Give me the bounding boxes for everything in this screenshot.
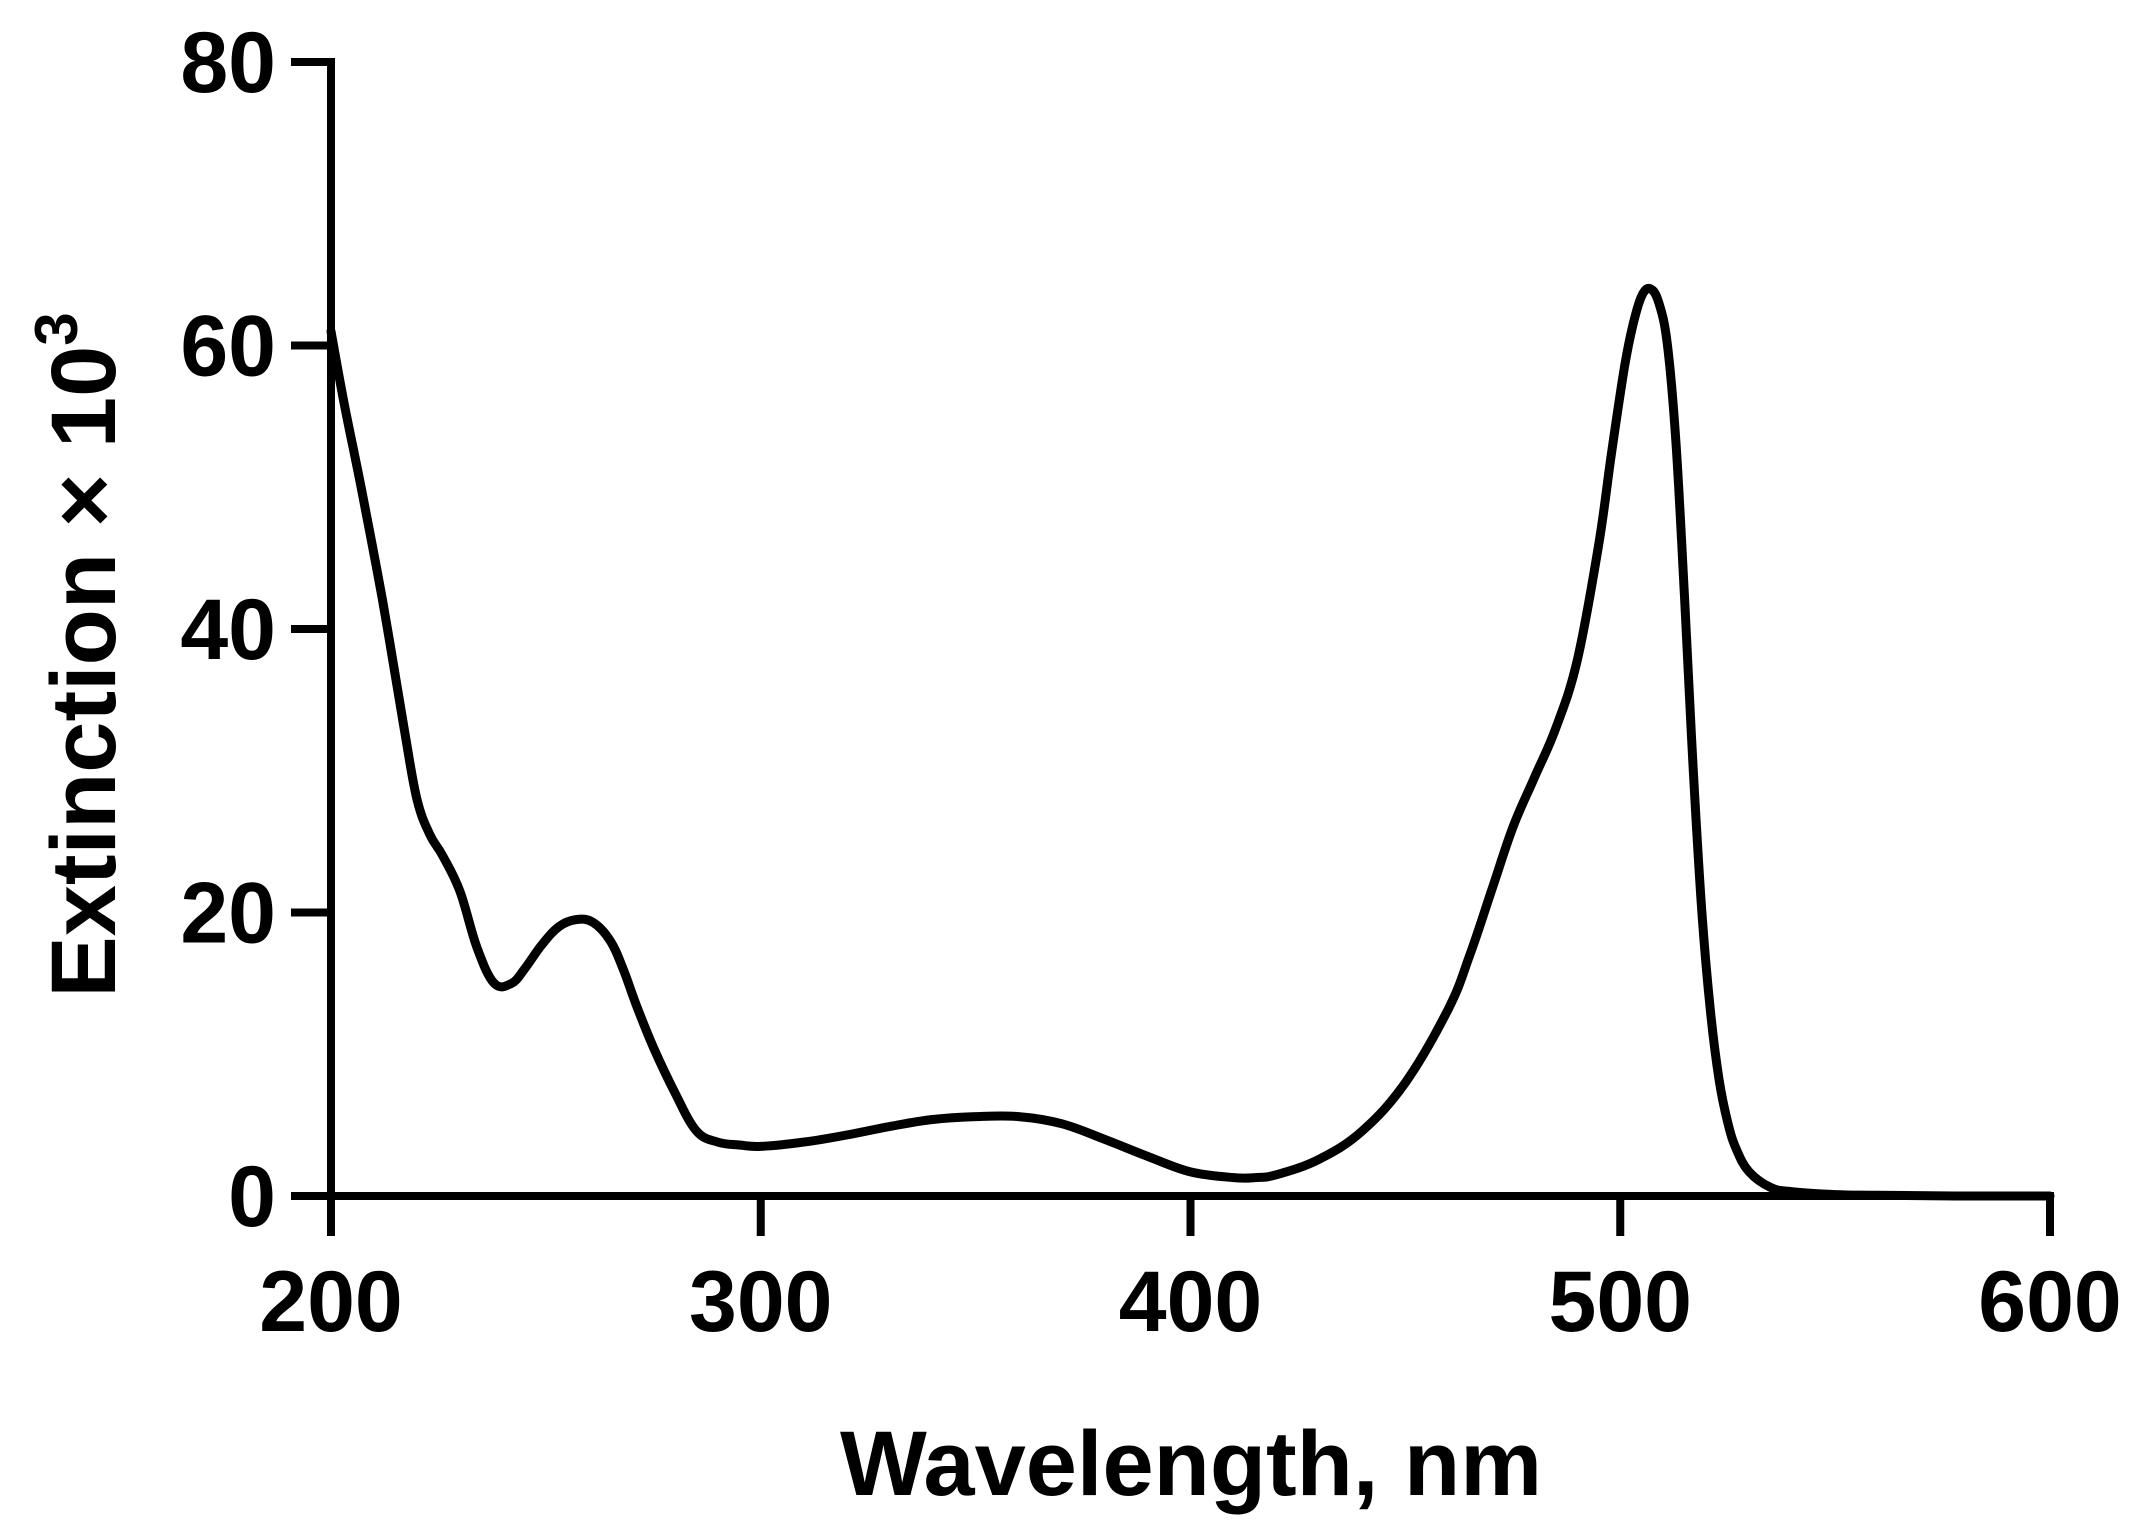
- y-axis-title-main: Extinction × 10: [33, 346, 135, 998]
- y-axis-title-exponent: 3: [23, 312, 90, 345]
- y-tick-label: 0: [228, 1149, 276, 1245]
- y-tick-label: 40: [180, 582, 276, 678]
- x-axis-title: Wavelength, nm: [840, 1413, 1542, 1515]
- axes: [327, 58, 2054, 1200]
- x-ticks: 200 300 400 500 600: [259, 1196, 2122, 1350]
- x-tick-label: 600: [1978, 1254, 2122, 1350]
- y-tick-label: 80: [180, 15, 276, 111]
- x-tick-label: 500: [1549, 1254, 1693, 1350]
- y-tick-label: 20: [180, 866, 276, 962]
- x-tick-label: 300: [689, 1254, 833, 1350]
- x-tick-label: 400: [1119, 1254, 1263, 1350]
- y-tick-label: 60: [180, 299, 276, 395]
- series-line: [326, 283, 2055, 1201]
- y-axis-title: Extinction × 103: [23, 312, 135, 997]
- y-ticks: 0 20 40 60 80: [180, 15, 331, 1245]
- x-tick-label: 200: [259, 1254, 403, 1350]
